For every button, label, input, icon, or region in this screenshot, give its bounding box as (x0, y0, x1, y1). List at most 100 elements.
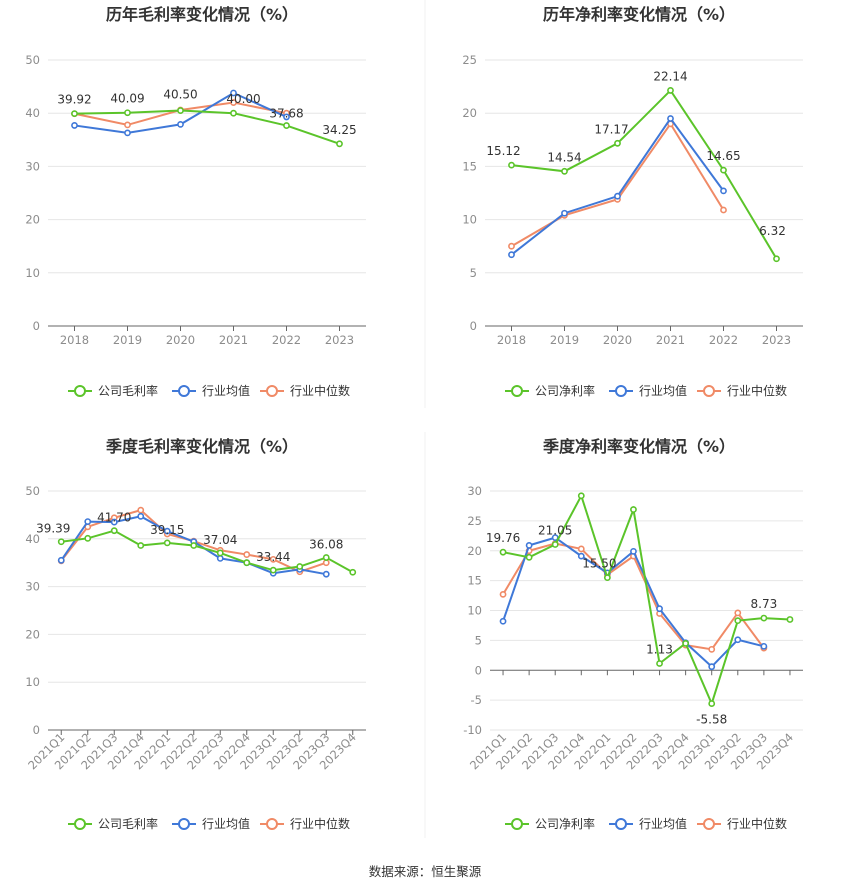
legend-label: 行业中位数 (727, 383, 787, 398)
legend-item-industry_median[interactable]: 行业中位数 (260, 383, 350, 398)
y-tick-label: 20 (462, 106, 477, 120)
data-point-industry_avg (508, 251, 515, 259)
y-tick-label: 0 (33, 723, 40, 737)
y-tick-label: 15 (462, 159, 477, 173)
legend-item-company[interactable]: 公司毛利率 (68, 383, 158, 398)
data-point-industry_avg (322, 570, 330, 578)
data-label: 14.54 (547, 150, 581, 164)
data-point-industry_avg (561, 209, 568, 217)
legend-label: 行业均值 (202, 383, 250, 398)
data-point-company (230, 109, 237, 117)
y-tick-label: 25 (462, 53, 477, 67)
y-tick-label: 20 (467, 544, 482, 558)
data-point-industry_avg (110, 518, 118, 526)
x-tick-label: 2021 (656, 333, 685, 347)
x-tick-label: 2022 (272, 333, 301, 347)
data-label: 22.14 (653, 69, 687, 83)
y-tick-label: 30 (25, 159, 40, 173)
data-point-company (84, 534, 92, 542)
x-tick-label: 2023 (325, 333, 354, 347)
data-point-industry_avg (216, 554, 224, 562)
data-point-industry_avg (656, 605, 663, 613)
x-tick-label: 2023 (762, 333, 791, 347)
data-label: 17.17 (594, 122, 628, 136)
data-point-company (110, 527, 118, 535)
legend-circle-icon (615, 818, 627, 830)
data-point-industry_median (708, 645, 716, 653)
y-tick-label: 20 (25, 627, 40, 641)
y-tick-label: 0 (33, 319, 40, 333)
legend-item-industry_avg[interactable]: 行业均值 (609, 383, 687, 398)
legend-label: 行业中位数 (290, 383, 350, 398)
x-tick-label: 2018 (497, 333, 526, 347)
data-point-industry_avg (708, 663, 716, 671)
data-point-industry_avg (230, 89, 237, 97)
data-point-company (614, 139, 621, 147)
data-point-industry_avg (667, 115, 674, 122)
data-label: 15.50 (582, 557, 616, 571)
y-tick-label: 10 (462, 213, 477, 227)
data-point-industry_avg (177, 120, 184, 128)
data-point-industry_avg (163, 527, 171, 535)
legend-item-company[interactable]: 公司毛利率 (68, 816, 158, 831)
y-tick-label: -10 (463, 723, 482, 737)
legend-item-company[interactable]: 公司净利率 (505, 816, 595, 831)
data-point-company (682, 639, 690, 647)
data-point-company (71, 110, 78, 118)
data-point-industry_avg (577, 552, 585, 560)
legend-item-industry_median[interactable]: 行业中位数 (697, 383, 787, 398)
legend-circle-icon (74, 818, 86, 830)
chart-title: 季度毛利率变化情况（%） (105, 437, 298, 456)
data-point-industry_avg (499, 617, 507, 625)
legend-item-industry_median[interactable]: 行业中位数 (260, 816, 350, 831)
legend-item-industry_median[interactable]: 行业中位数 (697, 816, 787, 831)
data-label: 33.44 (256, 550, 290, 564)
data-label: 19.76 (486, 531, 520, 545)
data-label: 34.25 (322, 123, 356, 137)
legend-circle-icon (178, 385, 190, 397)
data-point-industry_avg (760, 642, 768, 650)
data-point-company (137, 542, 145, 549)
legend-circle-icon (511, 818, 523, 830)
legend-label: 行业均值 (202, 816, 250, 831)
data-point-company (720, 166, 727, 174)
data-label: 40.09 (110, 92, 144, 106)
data-point-company (656, 660, 663, 667)
data-label: -5.58 (696, 713, 727, 727)
data-point-industry_median (508, 242, 515, 250)
data-point-company (124, 109, 131, 117)
y-tick-label: 5 (470, 266, 477, 280)
chart-1: 历年毛利率变化情况（%） 0 10 20 30 40 50 2018 2019 2020 2021 2… (25, 5, 366, 398)
legend-item-industry_avg[interactable]: 行业均值 (609, 816, 687, 831)
data-label: 6.32 (759, 224, 786, 238)
data-point-company (163, 539, 171, 547)
y-tick-label: 30 (25, 580, 40, 594)
y-tick-label: 30 (467, 484, 482, 498)
data-point-company (561, 167, 568, 175)
series-line-industry_avg (510, 116, 725, 256)
legend-item-industry_avg[interactable]: 行业均值 (172, 383, 250, 398)
legend-item-industry_avg[interactable]: 行业均值 (172, 816, 250, 831)
data-label: 39.39 (36, 522, 70, 536)
data-point-industry_avg (283, 113, 290, 121)
data-label: 39.15 (150, 523, 184, 537)
data-point-industry_avg (734, 636, 742, 644)
data-point-industry_avg (630, 547, 637, 555)
x-tick-label: 2018 (60, 333, 89, 347)
data-point-company (190, 542, 198, 549)
legend-label: 行业中位数 (727, 816, 787, 831)
data-point-company (177, 107, 184, 114)
data-point-company (57, 538, 65, 546)
data-point-company (551, 541, 559, 548)
data-label: 1.13 (646, 642, 673, 656)
data-label: 21.05 (538, 523, 572, 537)
legend-circle-icon (703, 818, 715, 830)
chart-3: 季度毛利率变化情况（%）010203040502021Q12021Q22021Q… (25, 437, 366, 831)
legend-circle-icon (74, 385, 86, 397)
y-tick-label: 10 (25, 266, 40, 280)
chart-4: 季度净利率变化情况（%）-10-50510152025302021Q12021Q… (463, 437, 803, 831)
data-label: 8.73 (751, 597, 778, 611)
legend-item-company[interactable]: 公司净利率 (505, 383, 595, 398)
